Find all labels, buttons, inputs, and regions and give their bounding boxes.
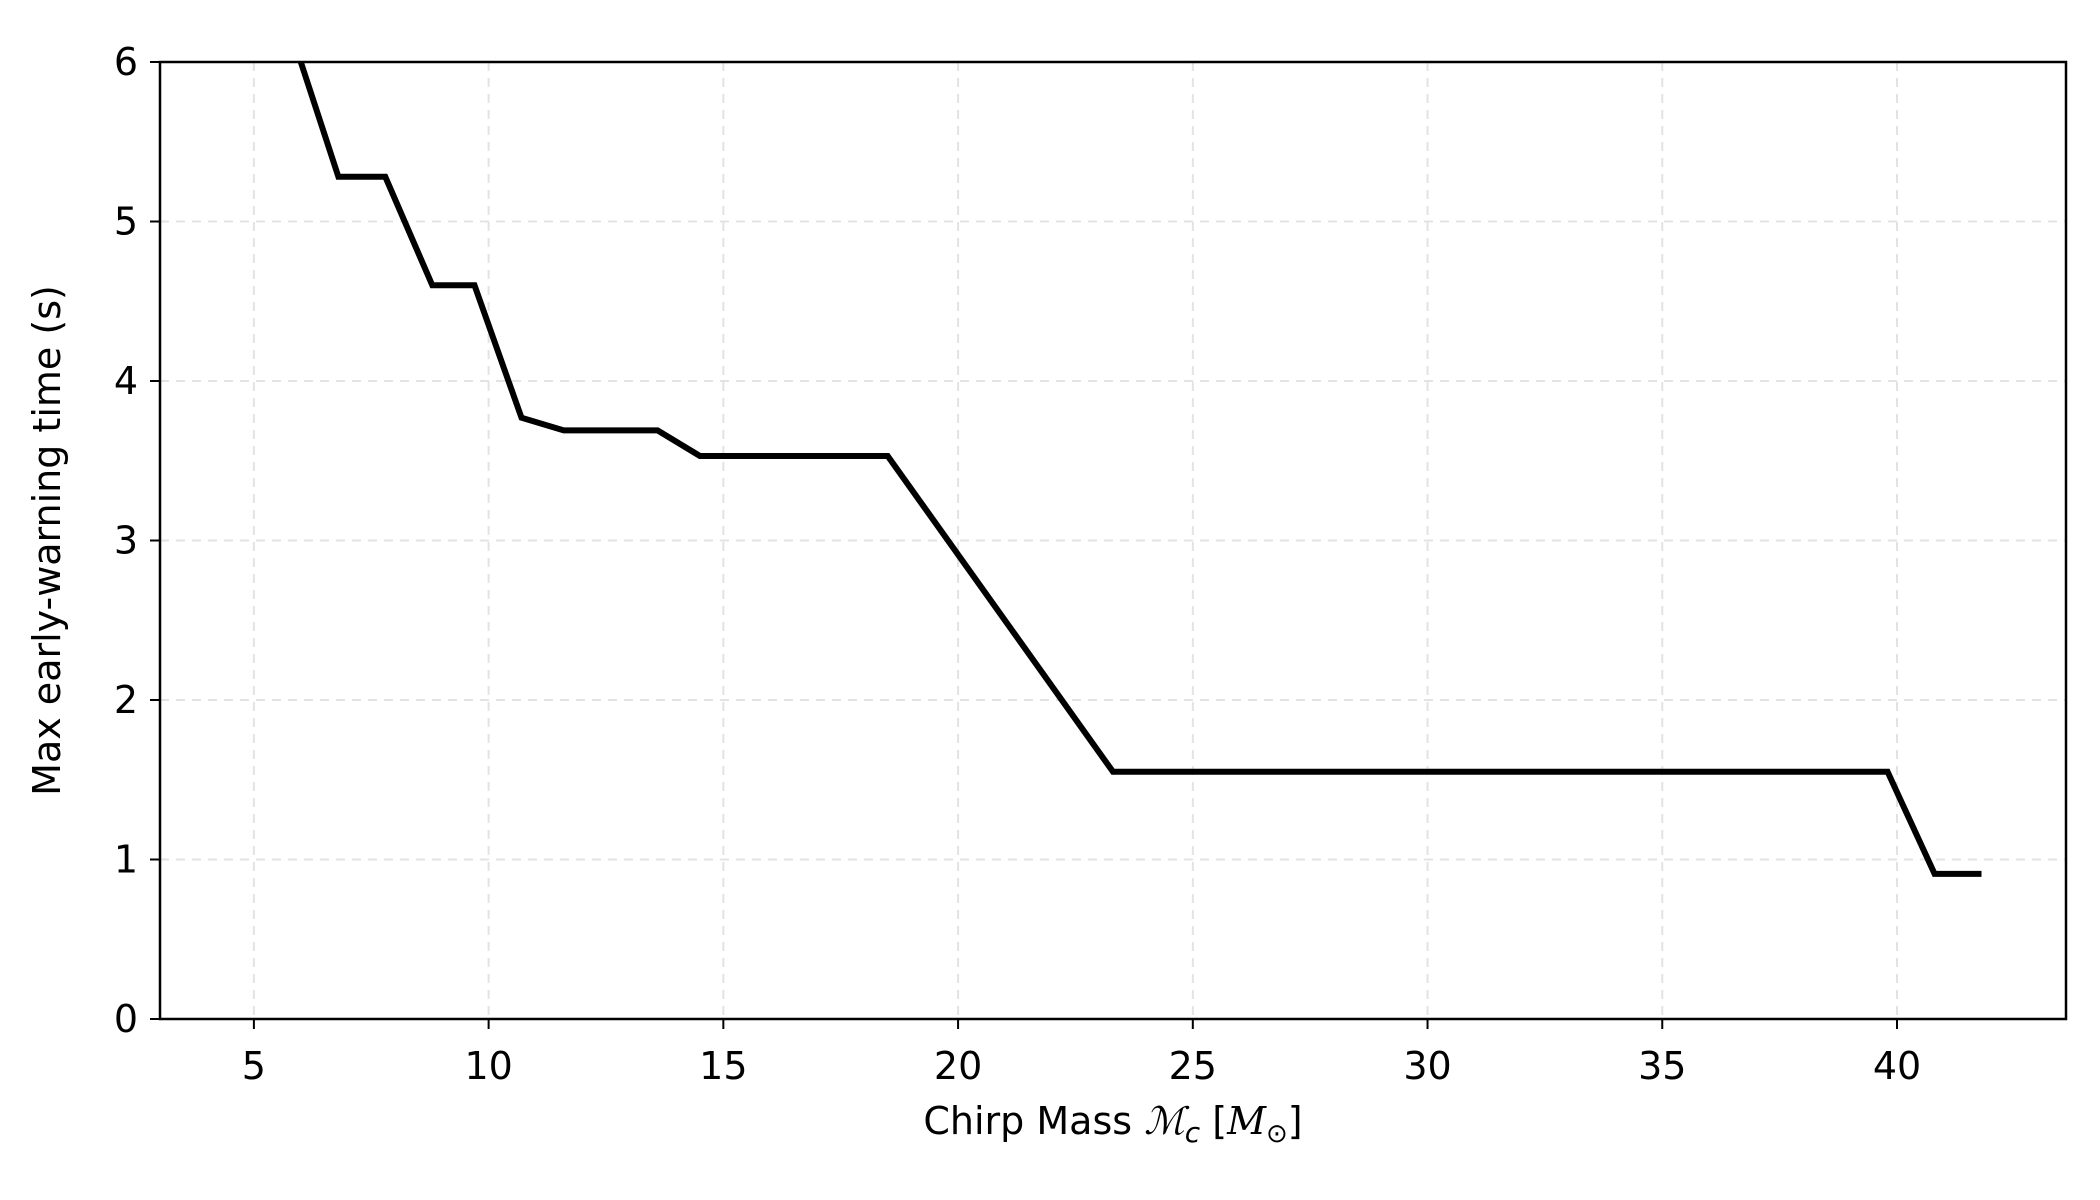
x-axis-label-unit-subscript: ⊙ <box>1266 1119 1288 1149</box>
x-axis-label: Chirp Mass ℳc [M⊙] <box>923 1099 1302 1149</box>
x-tick-label: 15 <box>699 1044 747 1088</box>
y-tick-label: 2 <box>114 678 138 722</box>
y-tick-label: 4 <box>114 359 138 403</box>
x-tick-label: 25 <box>1169 1044 1217 1088</box>
y-tick-label: 3 <box>114 519 138 563</box>
axis-ticks: 5 10 15 20 25 30 35 40 0 1 2 3 4 5 6 <box>114 40 1921 1088</box>
x-tick-label: 10 <box>464 1044 512 1088</box>
y-tick-label: 5 <box>114 200 138 244</box>
x-tick-label: 30 <box>1403 1044 1451 1088</box>
x-axis-label-bracket-close: ] <box>1288 1099 1303 1143</box>
y-tick-label: 6 <box>114 40 138 84</box>
grid <box>160 61 2066 1020</box>
x-tick-label: 40 <box>1873 1044 1921 1088</box>
x-axis-label-bracket-open: [ <box>1200 1099 1227 1143</box>
series-group <box>297 61 1982 877</box>
x-axis-label-symbol: ℳ <box>1144 1099 1190 1143</box>
y-axis-label: Max early-warning time (s) <box>25 285 69 796</box>
plot-frame <box>158 60 2068 1021</box>
x-axis-label-prefix: Chirp Mass <box>923 1099 1144 1143</box>
y-tick-label: 0 <box>114 997 138 1041</box>
x-axis-label-unit: M <box>1226 1099 1267 1143</box>
y-tick-label: 1 <box>114 838 138 882</box>
x-tick-label: 20 <box>934 1044 982 1088</box>
x-tick-label: 5 <box>242 1044 266 1088</box>
series-line <box>297 61 1982 877</box>
x-axis-label-subscript: c <box>1185 1116 1201 1149</box>
x-tick-label: 35 <box>1638 1044 1686 1088</box>
